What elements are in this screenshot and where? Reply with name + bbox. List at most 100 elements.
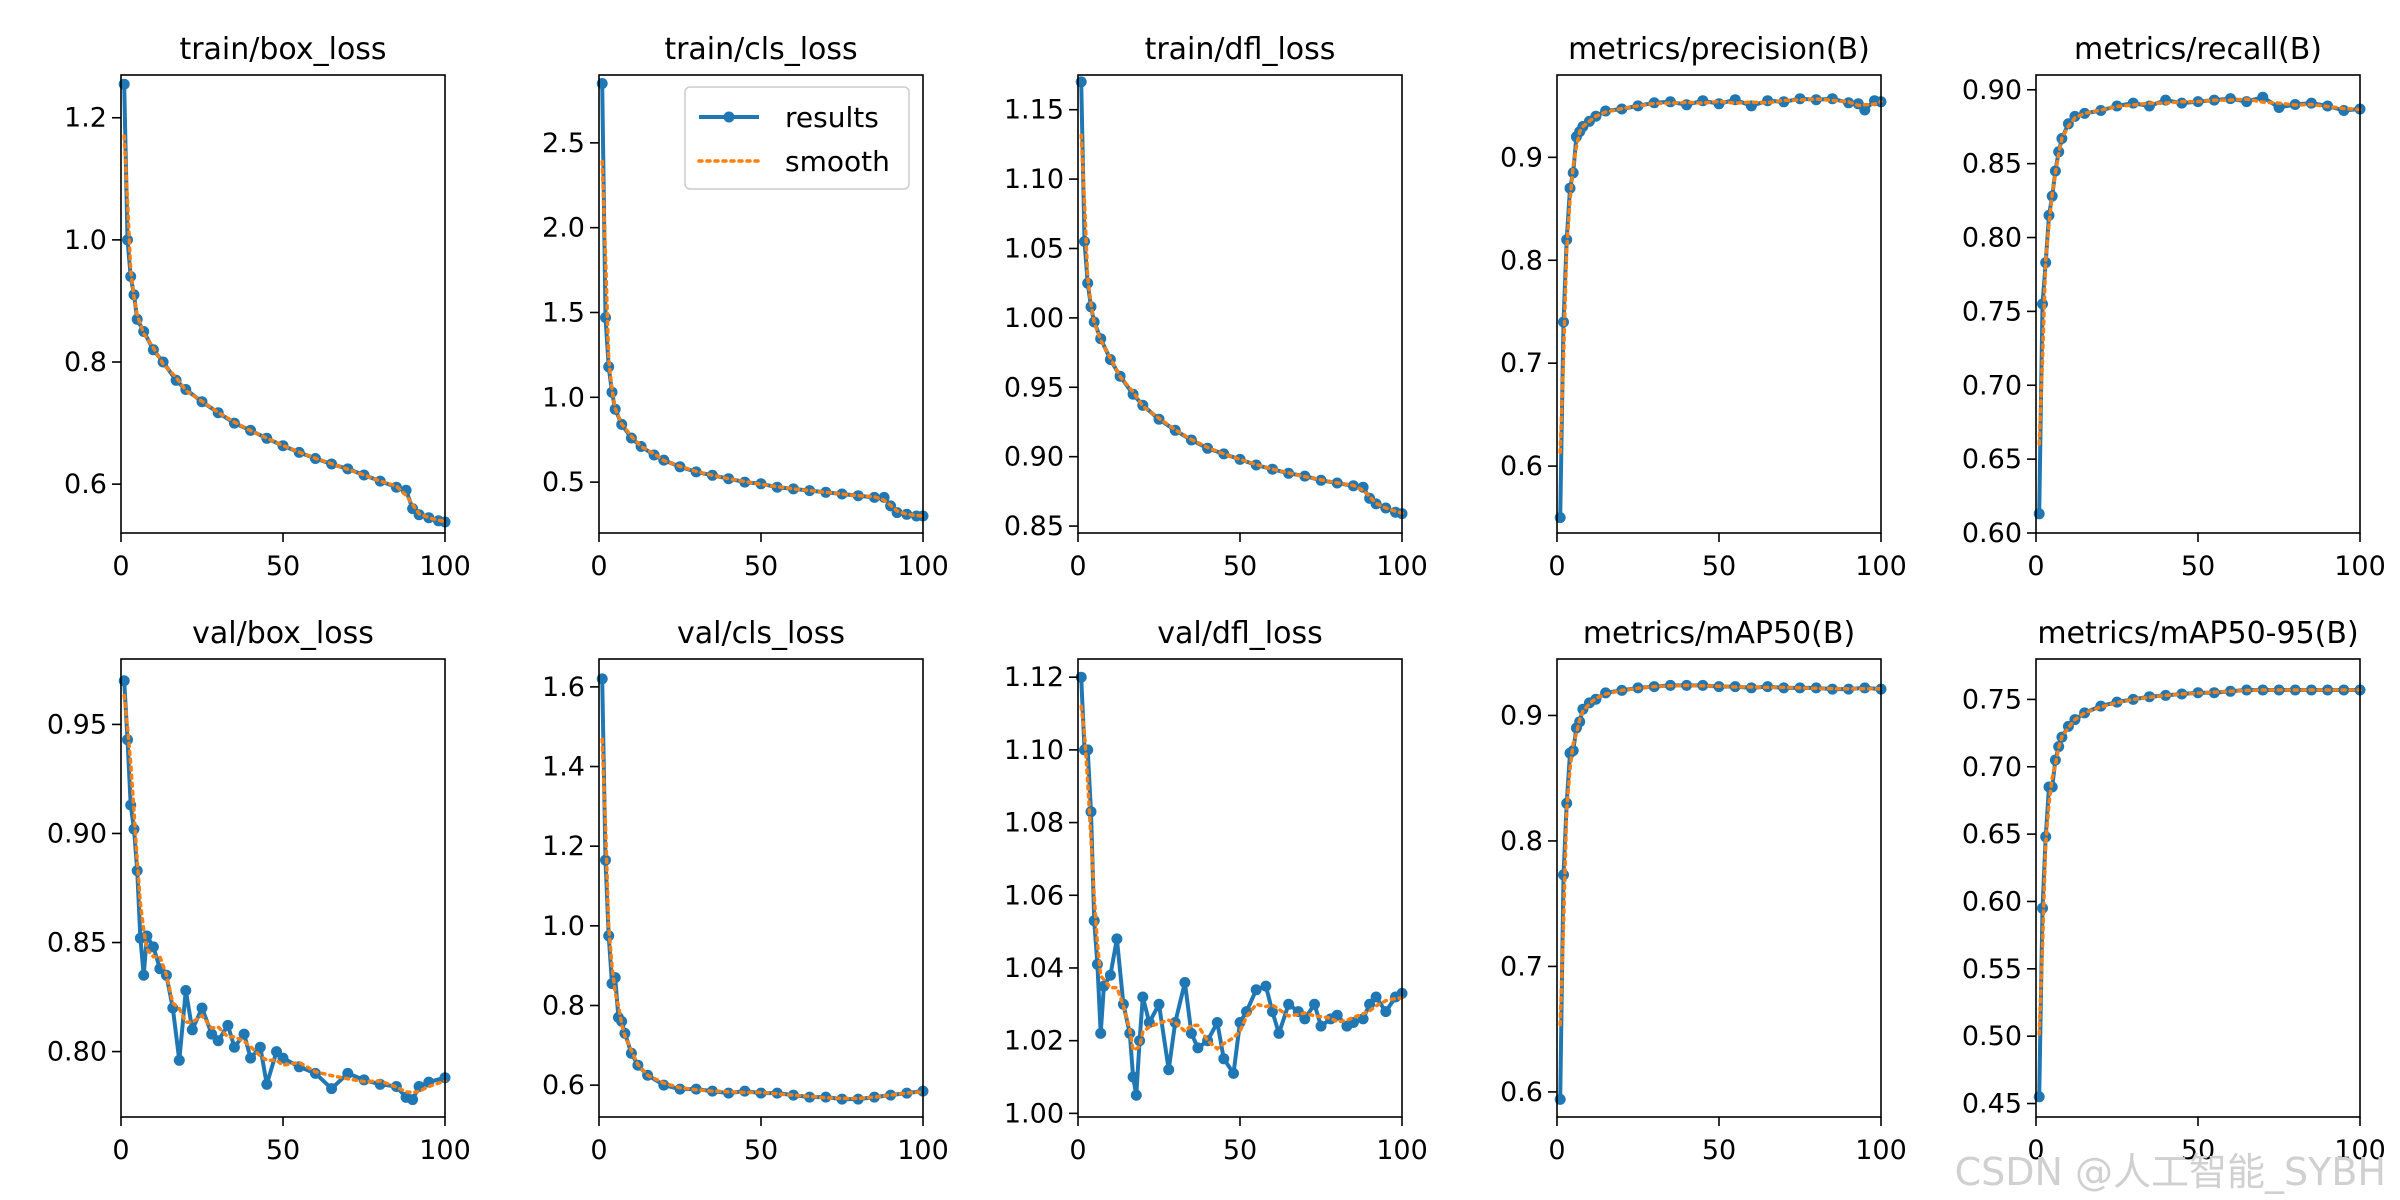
results-point [261, 1078, 273, 1090]
x-tick-label: 0 [112, 1135, 129, 1166]
chart-title: metrics/precision(B) [1568, 32, 1870, 67]
y-tick-label: 1.00 [1004, 1098, 1064, 1129]
chart-panel-8: val/dfl_loss 0 50 100 1.00 1.02 1.04 1.06 1.08 1.… [1004, 616, 1428, 1166]
y-tick-label: 1.05 [1004, 233, 1064, 264]
results-point [1260, 980, 1272, 992]
results-line [2037, 95, 2361, 514]
y-tick-label: 0.95 [47, 709, 107, 740]
x-tick-label: 0 [2027, 1135, 2044, 1166]
y-tick-label: 0.70 [1962, 370, 2022, 401]
results-point [771, 481, 783, 493]
results-line [600, 678, 924, 1102]
results-point [173, 1054, 185, 1066]
y-tick-label: 1.12 [1004, 662, 1064, 693]
results-point [212, 1035, 224, 1047]
y-tick-label: 1.08 [1004, 808, 1064, 839]
results-point [787, 483, 799, 495]
results-point [1185, 1027, 1197, 1039]
results-point [1357, 1013, 1369, 1025]
smooth-line [2037, 688, 2362, 1036]
x-tick-label: 50 [1702, 1135, 1736, 1166]
axes-frame [1556, 74, 1882, 534]
results-point [1211, 1017, 1223, 1028]
y-tick-label: 0.45 [1962, 1089, 2022, 1120]
x-tick-label: 100 [1855, 1135, 1907, 1166]
y-tick-label: 1.02 [1004, 1026, 1064, 1057]
results-point [1713, 98, 1725, 110]
results-point [1315, 1020, 1327, 1032]
x-tick-label: 50 [744, 551, 778, 582]
x-tick-label: 100 [897, 551, 949, 582]
results-point [600, 312, 611, 324]
y-tick-label: 0.8 [542, 990, 585, 1021]
y-tick-label: 0.75 [1962, 684, 2022, 715]
y-tick-label: 0.9 [1500, 700, 1543, 731]
y-tick-label: 1.2 [64, 103, 107, 134]
results-point [1859, 104, 1871, 116]
results-point [885, 1089, 897, 1101]
y-tick-label: 1.10 [1004, 735, 1064, 766]
y-tick-label: 0.5 [542, 467, 585, 498]
y-tick-label: 0.8 [1500, 245, 1543, 276]
results-point [196, 1002, 208, 1014]
y-tick-label: 1.04 [1004, 953, 1064, 984]
y-tick-label: 0.6 [64, 469, 107, 500]
y-tick-label: 1.00 [1004, 303, 1064, 334]
legend: results smooth [684, 86, 910, 190]
y-tick-label: 0.85 [1962, 149, 2022, 180]
results-point [1561, 234, 1573, 246]
y-tick-label: 1.0 [64, 225, 107, 256]
results-point [407, 1094, 419, 1106]
y-tick-label: 2.0 [542, 213, 585, 244]
y-tick-label: 1.6 [542, 672, 585, 703]
results-point [2338, 105, 2350, 116]
results-point [603, 930, 615, 942]
results-point [1130, 1089, 1142, 1101]
x-tick-label: 0 [112, 551, 129, 582]
results-point [1309, 998, 1320, 1010]
chart-title: val/box_loss [192, 616, 374, 651]
x-tick-label: 50 [266, 551, 300, 582]
results-point [2273, 102, 2285, 113]
results-point [1561, 797, 1573, 809]
results-point [122, 234, 133, 246]
x-tick-label: 0 [1548, 1135, 1565, 1166]
results-point [1137, 991, 1149, 1003]
y-tick-label: 0.65 [1962, 444, 2022, 475]
x-tick-label: 0 [590, 1135, 607, 1166]
y-tick-label: 0.6 [542, 1070, 585, 1101]
y-tick-label: 0.90 [1962, 75, 2022, 106]
results-point [1234, 1017, 1246, 1028]
results-point [1218, 1053, 1230, 1065]
results-point [1163, 1064, 1175, 1076]
x-tick-label: 100 [1376, 551, 1428, 582]
y-tick-label: 1.0 [542, 382, 585, 413]
axes-frame [1077, 658, 1403, 1118]
y-tick-label: 0.6 [1500, 1077, 1543, 1108]
x-tick-label: 50 [2181, 1135, 2215, 1166]
x-tick-label: 50 [744, 1135, 778, 1166]
smooth-line [122, 693, 447, 1095]
chart-title: train/cls_loss [664, 32, 857, 67]
results-point [2053, 146, 2065, 158]
chart-title: metrics/mAP50(B) [1583, 616, 1855, 651]
y-tick-label: 1.10 [1004, 164, 1064, 195]
results-point [1127, 1071, 1139, 1083]
x-tick-label: 0 [590, 551, 607, 582]
results-line [1558, 683, 1882, 1100]
chart-title: train/dfl_loss [1145, 32, 1336, 67]
chart-panel-6: val/box_loss 0 50 100 0.80 0.85 0.90 0.95 [47, 616, 471, 1166]
y-tick-label: 0.7 [1500, 951, 1543, 982]
x-tick-label: 100 [419, 1135, 471, 1166]
smooth-line [2037, 97, 2362, 446]
x-tick-label: 0 [1069, 1135, 1086, 1166]
results-line [122, 84, 446, 524]
legend-box [684, 86, 910, 190]
results-point [820, 1091, 832, 1103]
chart-title: val/cls_loss [677, 616, 845, 651]
y-tick-label: 0.95 [1004, 372, 1064, 403]
results-point [1095, 1027, 1107, 1039]
results-point [2257, 91, 2269, 103]
x-tick-label: 0 [1548, 551, 1565, 582]
smooth-line [1558, 97, 1883, 455]
